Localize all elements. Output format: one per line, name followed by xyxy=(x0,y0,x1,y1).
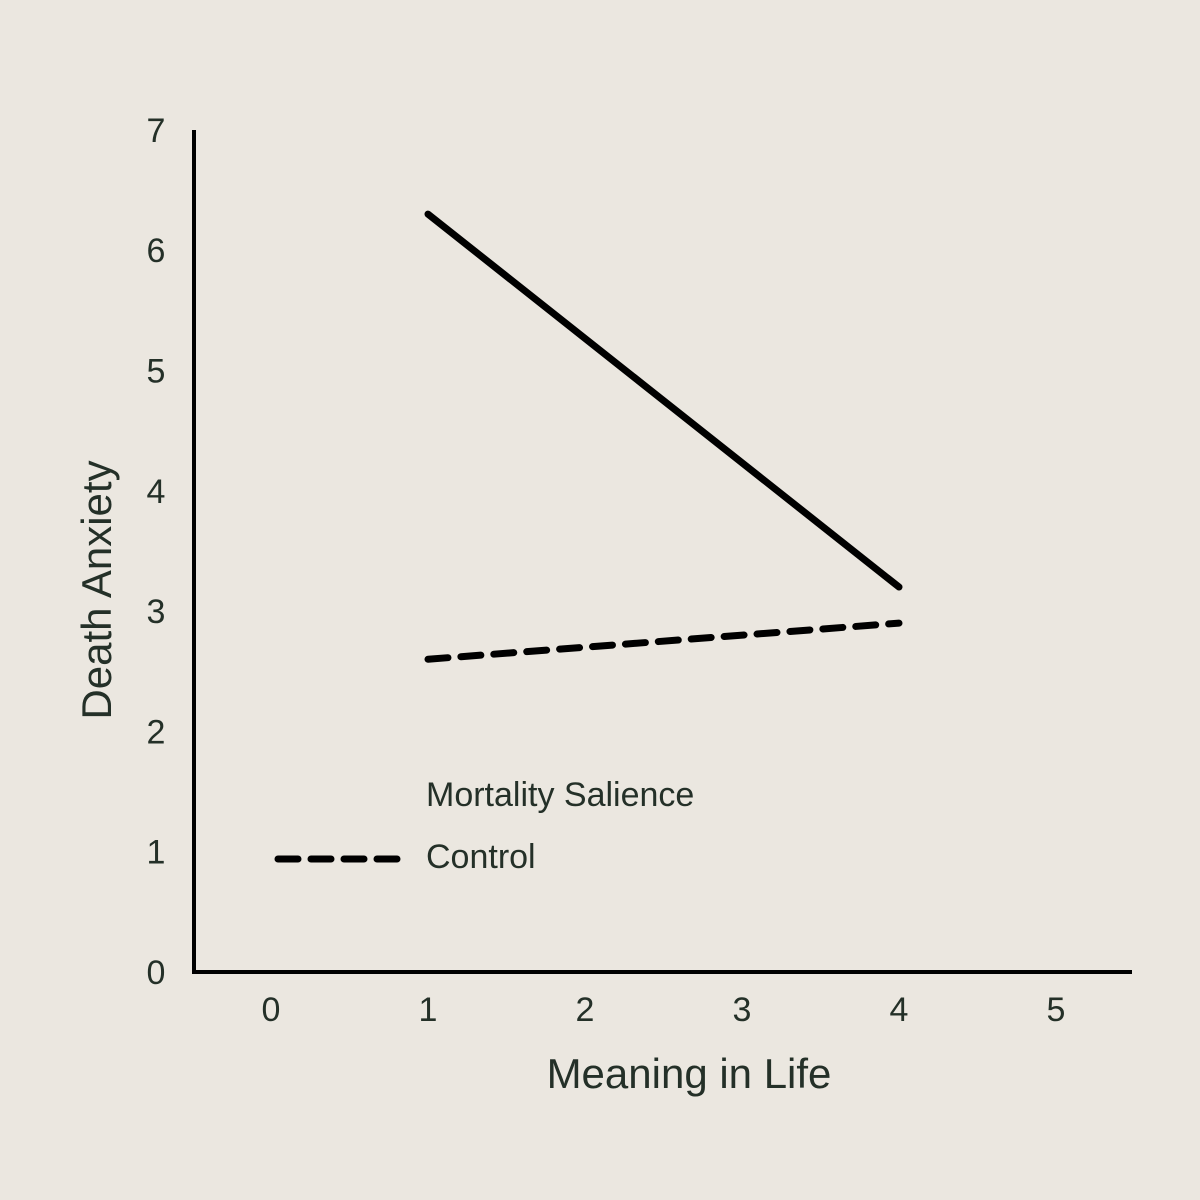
y-tick-label: 0 xyxy=(147,954,166,992)
x-tick-label: 1 xyxy=(419,991,438,1029)
y-tick-label: 7 xyxy=(147,112,166,150)
plot-area xyxy=(424,210,903,663)
legend-label-mortality-salience: Mortality Salience xyxy=(426,776,694,814)
y-tick-labels: 0 1 2 3 4 5 6 7 xyxy=(147,112,166,992)
x-tick-label: 3 xyxy=(733,991,752,1029)
y-tick-label: 3 xyxy=(147,593,166,631)
x-tick-labels: 0 1 2 3 4 5 xyxy=(262,991,1066,1029)
x-axis-title: Meaning in Life xyxy=(547,1050,832,1097)
legend: Mortality Salience Control xyxy=(274,776,694,876)
x-tick-label: 0 xyxy=(262,991,281,1029)
x-tick-label: 4 xyxy=(890,991,909,1029)
y-axis-title: Death Anxiety xyxy=(73,460,120,719)
x-tick-label: 5 xyxy=(1047,991,1066,1029)
x-tick-label: 2 xyxy=(576,991,595,1029)
control-series-line xyxy=(424,619,903,663)
legend-label-control: Control xyxy=(426,838,536,876)
y-tick-label: 1 xyxy=(147,834,166,872)
y-tick-label: 6 xyxy=(147,232,166,270)
y-tick-label: 5 xyxy=(147,353,166,391)
mortality-salience-series-line xyxy=(424,210,903,591)
y-tick-label: 4 xyxy=(147,473,166,511)
y-tick-label: 2 xyxy=(147,713,166,751)
